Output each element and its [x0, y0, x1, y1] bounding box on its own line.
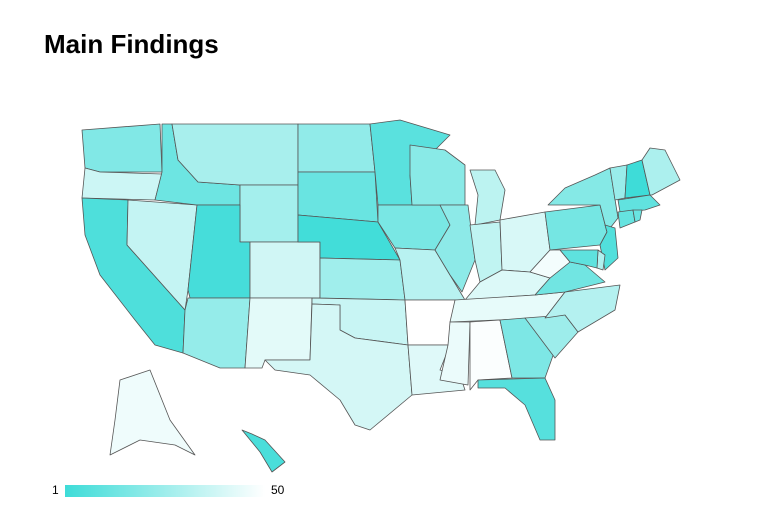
state	[244, 297, 313, 369]
state	[434, 204, 476, 293]
state	[559, 249, 599, 269]
state	[617, 209, 636, 229]
state	[409, 144, 466, 206]
title: Main Findings	[44, 29, 219, 59]
state	[109, 369, 196, 456]
state	[544, 204, 608, 251]
state	[126, 199, 198, 311]
state	[469, 169, 506, 226]
state	[439, 321, 471, 386]
state-map	[81, 119, 681, 473]
state	[81, 167, 163, 201]
state	[264, 303, 413, 431]
state	[469, 319, 513, 391]
state	[617, 194, 661, 213]
legend-gradient	[65, 485, 265, 497]
state	[239, 184, 299, 243]
legend-min: 1	[52, 483, 59, 497]
state	[404, 299, 456, 346]
state	[182, 297, 251, 369]
state	[81, 123, 163, 173]
state	[477, 377, 556, 441]
state	[297, 123, 376, 173]
state	[499, 317, 556, 379]
state	[632, 209, 643, 223]
state	[319, 257, 406, 301]
state	[241, 429, 286, 473]
legend-max: 50	[271, 483, 285, 497]
state	[249, 241, 321, 299]
state	[297, 171, 379, 223]
